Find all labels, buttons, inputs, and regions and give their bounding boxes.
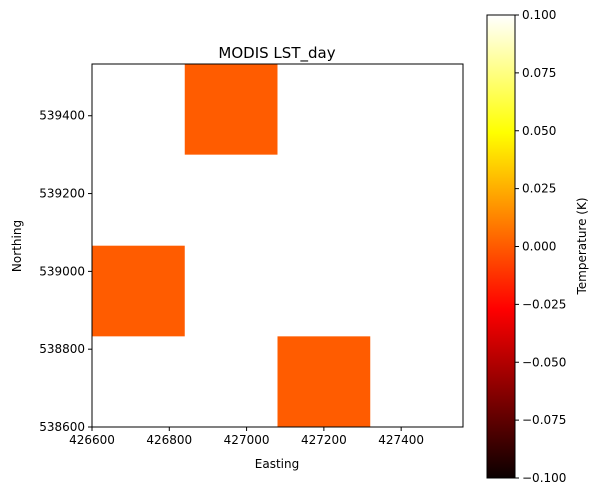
y-tick-label: 539200 [39,187,85,201]
colorbar-tick-label: 0.025 [522,182,556,196]
y-axis-label: Northing [10,220,24,272]
heatmap-cell [277,336,371,427]
x-tick-label: 426800 [146,433,192,447]
colorbar-tick-label: 0.075 [522,66,556,80]
heatmap-cell [92,245,185,337]
y-tick-label: 539400 [39,109,85,123]
colorbar-ticks: 0.100 0.075 0.050 0.025 0.000 −0.025 −0.050 −0.… [515,8,566,485]
x-axis-ticks: 426600 426800 427000 427200 427400 [69,427,424,447]
chart-title: MODIS LST_day [218,44,335,63]
colorbar-tick-label: −0.075 [522,413,566,427]
x-tick-label: 427200 [301,433,347,447]
x-tick-label: 427400 [378,433,424,447]
y-tick-label: 539000 [39,264,85,278]
colorbar-label: Temperature (K) [575,197,589,295]
y-tick-label: 538800 [39,342,85,356]
y-tick-label: 538600 [39,420,85,434]
heatmap-cell [184,64,278,155]
colorbar-tick-label: 0.050 [522,124,556,138]
colorbar-tick-label: 0.000 [522,240,556,254]
colorbar [486,14,516,479]
y-axis-ticks: 538600 538800 539000 539200 539400 [39,109,92,434]
heatmap-cells [92,64,371,427]
colorbar-tick-label: 0.100 [522,8,556,22]
x-tick-label: 427000 [224,433,270,447]
colorbar-tick-label: −0.025 [522,297,566,311]
x-tick-label: 426600 [69,433,115,447]
x-axis-label: Easting [255,457,299,471]
colorbar-tick-label: −0.050 [522,355,566,369]
plot-frame [91,63,464,428]
colorbar-tick-label: −0.100 [522,471,566,485]
